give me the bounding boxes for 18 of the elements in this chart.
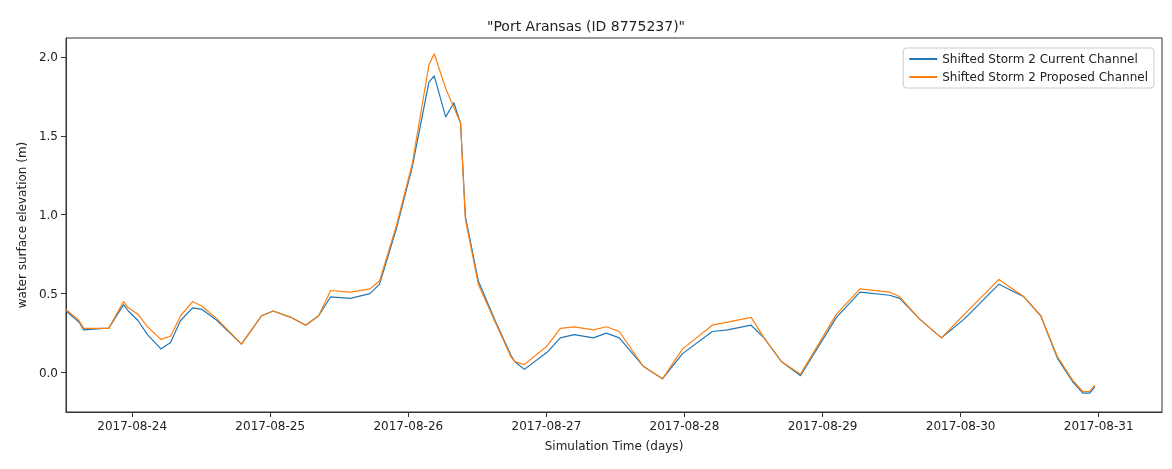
y-tick-label: 1.5 xyxy=(38,128,58,143)
x-axis-title: Simulation Time (days) xyxy=(544,439,684,453)
x-tick-label: 2017-08-30 xyxy=(925,419,996,433)
y-axis-title: water surface elevation (m) xyxy=(15,141,29,309)
legend-label: Shifted Storm 2 Current Channel xyxy=(942,52,1138,66)
x-tick-label: 2017-08-27 xyxy=(511,419,582,433)
y-tick-label: 1.0 xyxy=(38,207,58,222)
legend-label: Shifted Storm 2 Proposed Channel xyxy=(942,70,1149,84)
x-tick-label: 2017-08-28 xyxy=(649,419,720,433)
x-tick-label: 2017-08-29 xyxy=(787,419,858,433)
y-tick-label: 0.0 xyxy=(38,365,58,380)
y-tick-label: 0.5 xyxy=(38,286,58,301)
y-tick-label: 2.0 xyxy=(38,49,58,64)
x-tick-label: 2017-08-31 xyxy=(1063,419,1134,433)
x-tick-label: 2017-08-25 xyxy=(235,419,306,433)
x-tick-label: 2017-08-24 xyxy=(97,419,168,433)
x-tick-label: 2017-08-26 xyxy=(373,419,444,433)
chart-title: "Port Aransas (ID 8775237)" xyxy=(486,18,686,34)
